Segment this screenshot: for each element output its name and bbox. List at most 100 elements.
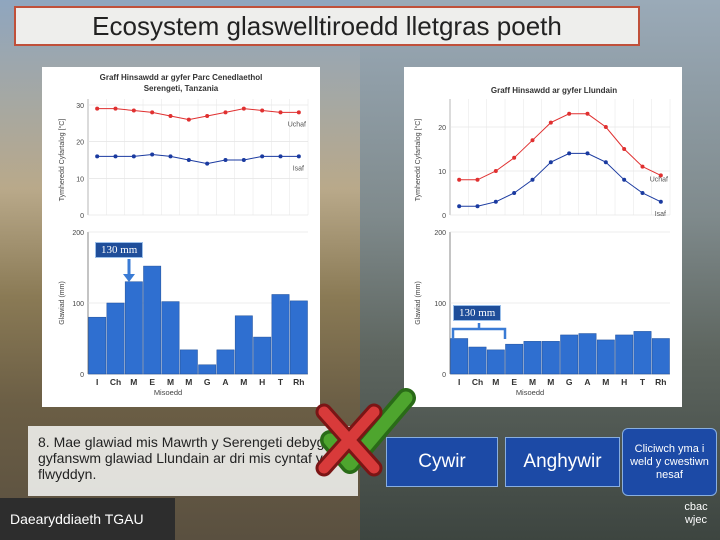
london-rain-tick-label: 200 <box>434 230 446 237</box>
serengeti-rain-tick-label: 100 <box>72 301 84 308</box>
london-point-isaf <box>512 191 517 195</box>
london-rain-bar <box>541 341 560 375</box>
serengeti-point-uchaf <box>131 108 136 113</box>
title-box: Ecosystem glaswelltiroedd lletgras poeth <box>14 6 640 46</box>
london-climate-chart: Graff Hinsawdd ar gyfer Llundain 0 10 20 Tym… <box>404 67 682 407</box>
serengeti-point-isaf <box>150 152 155 157</box>
london-rain-ylabel: Glawiad (mm) <box>415 281 422 325</box>
london-point-isaf <box>640 191 645 195</box>
serengeti-point-uchaf <box>223 110 228 115</box>
serengeti-climate-chart: Graff Hinsawdd ar gyfer Parc Cenedlaetho… <box>42 67 320 407</box>
serengeti-xlabel: Misoedd <box>154 388 182 397</box>
london-point-uchaf <box>548 120 553 125</box>
red-cross-icon <box>315 403 383 477</box>
serengeti-point-uchaf <box>168 114 173 118</box>
wjec-logo: cbac wjec <box>676 502 716 536</box>
london-chart-svg: Graff Hinsawdd ar gyfer Llundain 0 10 20 Tym… <box>414 86 671 397</box>
london-point-isaf <box>567 151 572 156</box>
serengeti-point-isaf <box>241 158 246 162</box>
serengeti-month-label: M <box>240 377 247 387</box>
serengeti-rain-bar <box>216 349 235 375</box>
london-rain-bar <box>596 339 615 375</box>
london-title: Graff Hinsawdd ar gyfer Llundain <box>491 86 617 95</box>
serengeti-rain-bar <box>124 281 143 375</box>
serengeti-rain-bar <box>271 294 290 375</box>
london-point-isaf <box>658 199 663 204</box>
serengeti-point-uchaf <box>296 110 301 115</box>
london-rain-bar <box>578 333 597 375</box>
london-temp-tick-label: 0 <box>442 213 446 220</box>
serengeti-rain-ylabel: Glawiad (mm) <box>59 281 66 325</box>
serengeti-month-label: M <box>130 377 137 387</box>
london-month-label: T <box>640 377 646 387</box>
london-rain-bar <box>615 334 634 375</box>
question-text: 8. Mae glawiad mis Mawrth y Serengeti de… <box>38 434 332 482</box>
serengeti-month-label: T <box>278 377 284 387</box>
london-month-label: M <box>547 377 554 387</box>
incorrect-button[interactable]: Anghywir <box>505 437 620 487</box>
london-xlabel: Misoedd <box>516 388 544 397</box>
serengeti-line-isaf <box>97 153 299 165</box>
london-line-uchaf <box>459 113 662 181</box>
serengeti-month-label: A <box>222 377 228 387</box>
london-callout: 130 mm <box>453 305 502 321</box>
serengeti-month-label: H <box>259 377 265 387</box>
serengeti-point-uchaf <box>260 108 265 113</box>
london-point-isaf <box>493 199 498 204</box>
serengeti-callout-arrow-head <box>123 274 135 282</box>
london-point-isaf <box>622 177 627 182</box>
correct-button[interactable]: Cywir <box>386 437 498 487</box>
london-month-label: A <box>584 377 590 387</box>
serengeti-label-high: Uchaf <box>288 121 306 128</box>
serengeti-month-label: M <box>167 377 174 387</box>
london-temp-tick-label: 10 <box>438 169 446 176</box>
london-month-label: H <box>621 377 627 387</box>
logo-line-2: wjec <box>684 514 707 526</box>
serengeti-point-isaf <box>95 154 100 159</box>
london-rain-bar <box>486 349 505 375</box>
serengeti-point-isaf <box>260 154 265 159</box>
next-question-button[interactable]: Cliciwch yma i weld y cwestiwn nesaf <box>622 428 717 496</box>
serengeti-point-isaf <box>113 154 118 159</box>
footer-course-label: Daearyddiaeth TGAU <box>0 498 175 540</box>
london-temp-ylabel: Tymheredd Cyfartalog [°C] <box>414 119 422 202</box>
london-label-high: Uchaf <box>650 176 668 183</box>
serengeti-rain-tick-label: 200 <box>72 230 84 237</box>
serengeti-point-isaf <box>278 154 283 159</box>
london-month-label: E <box>511 377 517 387</box>
next-question-label: Cliciwch yma i weld y cwestiwn nesaf <box>630 442 709 481</box>
london-rain-bar <box>523 341 542 375</box>
serengeti-point-isaf <box>205 161 210 166</box>
serengeti-line-uchaf <box>97 108 299 121</box>
serengeti-rain-bar <box>143 265 162 375</box>
serengeti-point-uchaf <box>113 106 118 111</box>
correct-button-label: Cywir <box>418 451 466 472</box>
serengeti-rain-bar <box>179 349 198 375</box>
serengeti-point-uchaf <box>186 117 191 122</box>
incorrect-button-label: Anghywir <box>523 451 602 472</box>
serengeti-point-isaf <box>168 154 173 159</box>
london-month-label: Rh <box>655 377 666 387</box>
london-point-isaf <box>603 160 608 165</box>
london-label-low: Isaf <box>655 211 666 218</box>
serengeti-temp-ylabel: Tymheredd Cyfartalog [°C] <box>58 119 66 202</box>
serengeti-rain-bar <box>106 302 125 375</box>
london-rain-bar <box>450 338 469 375</box>
serengeti-point-uchaf <box>95 106 100 111</box>
serengeti-month-label: E <box>149 377 155 387</box>
london-point-isaf <box>457 204 462 209</box>
london-rain-bar <box>651 338 670 375</box>
london-rain-bar <box>468 346 487 375</box>
serengeti-rain-bar <box>253 336 272 375</box>
london-point-uchaf <box>640 164 645 169</box>
london-point-uchaf <box>493 169 498 173</box>
london-point-uchaf <box>475 177 480 182</box>
london-point-isaf <box>530 177 535 182</box>
serengeti-point-uchaf <box>278 110 283 115</box>
serengeti-callout-text: 130 mm <box>101 244 138 256</box>
serengeti-month-label: Rh <box>293 377 304 387</box>
london-month-label: I <box>458 377 460 387</box>
london-temp-tick-label: 20 <box>438 125 446 132</box>
serengeti-rain-bar <box>234 315 253 375</box>
london-point-isaf <box>548 160 553 165</box>
